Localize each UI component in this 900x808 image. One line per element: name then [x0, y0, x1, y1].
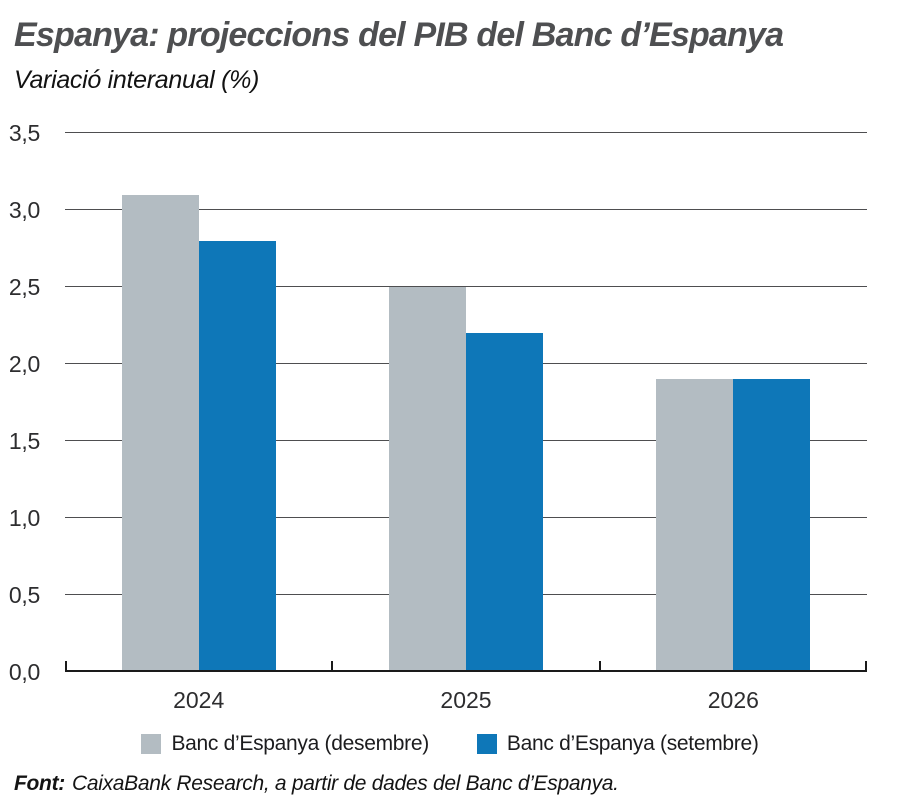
- source-note: Font: CaixaBank Research, a partir de dad…: [14, 772, 619, 796]
- legend-label: Banc d’Espanya (setembre): [506, 732, 759, 755]
- bar-2024-series-0: [121, 194, 199, 672]
- x-axis-tick: [865, 661, 867, 672]
- y-tick-label: 2,0: [8, 351, 40, 377]
- plot-area: [65, 132, 867, 672]
- legend-swatch-icon: [476, 734, 497, 754]
- bar-2026-series-0: [656, 379, 734, 672]
- y-tick-label: 1,0: [8, 505, 40, 531]
- gridline: [65, 209, 867, 210]
- y-axis-labels: 0,0 0,5 1,0 1,5 2,0 2,5 3,0 3,5: [0, 122, 50, 684]
- legend-swatch-icon: [141, 734, 162, 754]
- bar-2025-series-0: [388, 287, 466, 672]
- y-tick-label: 3,0: [8, 196, 40, 223]
- bar-2025-series-1: [465, 333, 543, 672]
- x-axis-label: 2026: [707, 687, 759, 713]
- x-axis-label: 2024: [173, 687, 225, 713]
- chart-title: Espanya: projeccions del PIB del Banc d’…: [14, 16, 784, 54]
- gridline: [65, 132, 867, 133]
- x-axis-tick: [65, 661, 67, 672]
- legend: Banc d’Espanya (desembre) Banc d’Espanya …: [0, 732, 900, 756]
- legend-label: Banc d’Espanya (desembre): [171, 732, 429, 755]
- source-label: Font:: [14, 772, 65, 795]
- bar-2026-series-1: [733, 379, 811, 672]
- y-tick-label: 1,5: [8, 427, 40, 454]
- legend-item-0: Banc d’Espanya (desembre): [141, 732, 429, 756]
- x-axis-tick: [598, 661, 601, 672]
- y-tick-label: 2,5: [8, 273, 40, 300]
- bar-group-2024: [65, 133, 332, 672]
- y-tick-label: 3,5: [8, 120, 40, 146]
- x-axis-label: 2025: [440, 687, 492, 713]
- chart-subtitle: Variació interanual (%): [14, 66, 260, 94]
- y-tick-label: 0,5: [8, 582, 40, 608]
- bar-2024-series-1: [198, 240, 276, 672]
- y-tick-label: 0,0: [8, 659, 40, 685]
- bar-group-2025: [332, 133, 599, 672]
- legend-item-1: Banc d’Espanya (setembre): [476, 732, 759, 756]
- source-text: CaixaBank Research, a partir de dades de…: [71, 772, 619, 795]
- bar-group-2026: [600, 133, 867, 672]
- gridline: [65, 286, 867, 287]
- x-axis-labels: 2024 2025 2026: [65, 687, 867, 714]
- x-axis-tick: [331, 661, 334, 672]
- x-axis-line: [65, 670, 867, 672]
